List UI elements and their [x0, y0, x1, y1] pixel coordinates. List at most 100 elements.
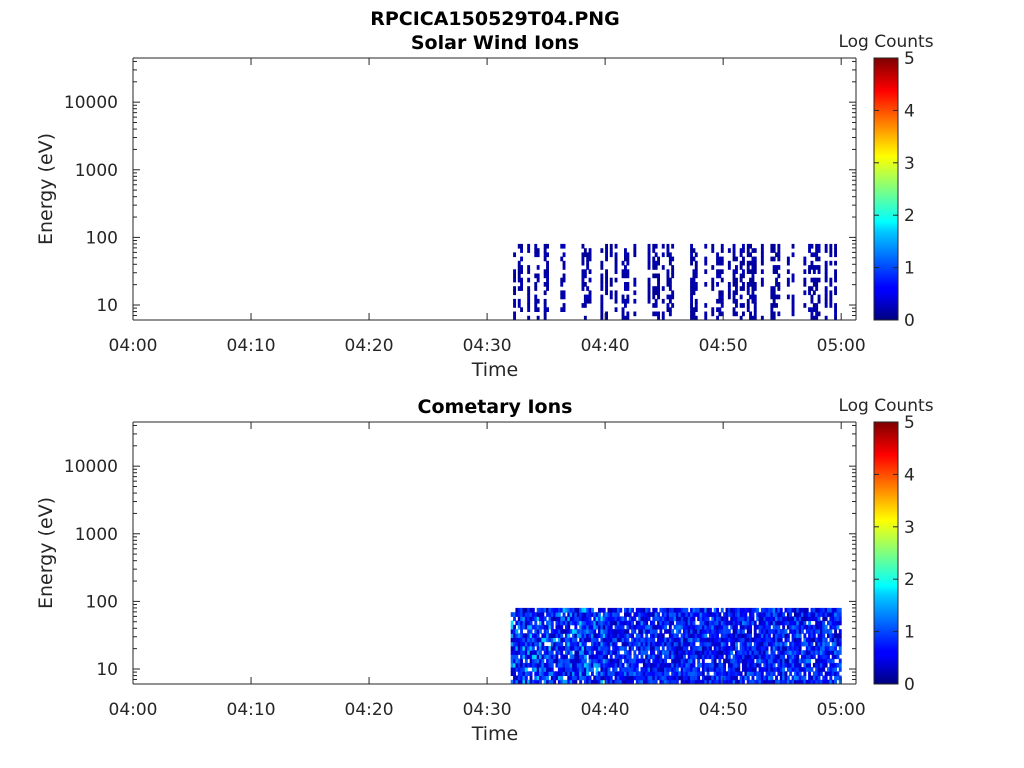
- spectrogram-cell: [690, 671, 693, 676]
- spectrogram-cell: [831, 646, 835, 651]
- spectrogram-cell: [645, 616, 649, 622]
- spectrogram-cell: [829, 650, 833, 655]
- spectrogram-cell: [515, 654, 519, 660]
- spectrogram-cell: [791, 679, 795, 685]
- spectrogram-cell: [553, 646, 557, 651]
- spectrogram-cell: [692, 311, 696, 317]
- spectrogram-cell: [633, 667, 637, 672]
- spectrogram-cell: [668, 282, 672, 287]
- spectrogram-cell: [690, 307, 693, 312]
- spectrogram-cell: [697, 646, 701, 651]
- spectrogram-cell: [527, 269, 531, 274]
- spectrogram-cell: [562, 671, 566, 676]
- spectrogram-cell: [612, 667, 616, 672]
- spectrogram-cell: [739, 679, 743, 685]
- spectrogram-cell: [723, 662, 726, 668]
- spectrogram-cell: [803, 679, 807, 685]
- spectrogram-cell: [609, 671, 613, 676]
- spectrogram-cell: [791, 633, 795, 638]
- spectrogram-cell: [794, 612, 797, 617]
- spectrogram-cell: [742, 616, 745, 622]
- spectrogram-cell: [607, 650, 611, 655]
- spectrogram-cell: [583, 675, 587, 681]
- spectrogram-cell: [718, 646, 722, 651]
- spectrogram-cell: [725, 646, 729, 651]
- spectrogram-cell: [763, 658, 767, 664]
- spectrogram-cell: [697, 633, 701, 638]
- spectrogram-cell: [612, 620, 616, 626]
- spectrogram-cell: [591, 667, 594, 672]
- spectrogram-cell: [626, 654, 630, 660]
- spectrogram-cell: [713, 633, 717, 638]
- spectrogram-cell: [687, 637, 691, 643]
- spectrogram-cell: [510, 658, 514, 664]
- spectrogram-cell: [829, 252, 833, 258]
- spectrogram-cell: [772, 294, 776, 300]
- spectrogram-cell: [772, 633, 776, 638]
- spectrogram-cell: [808, 629, 811, 634]
- spectrogram-cell: [527, 637, 531, 643]
- spectrogram-cell: [600, 641, 604, 647]
- spectrogram-cell: [583, 252, 587, 258]
- spectrogram-cell: [524, 662, 528, 668]
- spectrogram-cell: [560, 675, 564, 681]
- spectrogram-cell: [817, 629, 821, 634]
- spectrogram-cell: [716, 307, 719, 312]
- spectrogram-cell: [645, 624, 649, 630]
- spectrogram-cell: [560, 633, 564, 638]
- spectrogram-cell: [529, 650, 533, 655]
- spectrogram-cell: [588, 607, 592, 613]
- spectrogram-cell: [794, 679, 797, 685]
- spectrogram-cell: [626, 294, 630, 300]
- spectrogram-cell: [704, 667, 708, 672]
- spectrogram-cell: [520, 307, 523, 312]
- spectrogram-cell: [593, 624, 597, 630]
- spectrogram-cell: [746, 654, 750, 660]
- spectrogram-cell: [815, 307, 819, 312]
- spectrogram-cell: [834, 612, 837, 617]
- spectrogram-cell: [812, 290, 816, 296]
- spectrogram-cell: [753, 637, 757, 643]
- spectrogram-cell: [621, 675, 625, 681]
- spectrogram-cell: [527, 243, 531, 249]
- spectrogram-cell: [517, 624, 521, 630]
- spectrogram-cell: [718, 298, 722, 304]
- spectrogram-cell: [581, 624, 585, 630]
- spectrogram-cell: [775, 282, 778, 287]
- spectrogram-cell: [732, 616, 736, 622]
- spectrogram-cell: [581, 620, 585, 626]
- spectrogram-cell: [548, 624, 552, 630]
- spectrogram-cell: [824, 286, 828, 291]
- spectrogram-cell: [605, 620, 608, 626]
- spectrogram-cell: [711, 629, 715, 634]
- spectrogram-cell: [770, 612, 774, 617]
- spectrogram-cell: [704, 637, 708, 643]
- spectrogram-cell: [520, 616, 523, 622]
- spectrogram-cell: [829, 624, 833, 630]
- spectrogram-cell: [751, 637, 755, 643]
- spectrogram-cell: [621, 315, 625, 321]
- spectrogram-cell: [647, 256, 651, 262]
- spectrogram-cell: [586, 607, 590, 613]
- spectrogram-cell: [794, 641, 797, 647]
- spectrogram-cell: [574, 662, 578, 668]
- x-tick-label: 04:30: [463, 700, 512, 720]
- spectrogram-cell: [779, 607, 783, 613]
- spectrogram-cell: [546, 654, 549, 660]
- spectrogram-cell: [812, 315, 816, 321]
- spectrogram-cell: [751, 671, 755, 676]
- spectrogram-cell: [794, 658, 797, 664]
- spectrogram-cell: [527, 620, 531, 626]
- spectrogram-cell: [614, 679, 618, 685]
- spectrogram-cell: [515, 675, 519, 681]
- spectrogram-cell: [565, 633, 568, 638]
- spectrogram-cell: [668, 679, 672, 685]
- spectrogram-cell: [831, 616, 835, 622]
- spectrogram-cell: [605, 273, 608, 279]
- spectrogram-cell: [586, 650, 590, 655]
- spectrogram-cell: [810, 646, 814, 651]
- spectrogram-cell: [704, 620, 708, 626]
- spectrogram-cell: [735, 298, 738, 304]
- spectrogram-cell: [659, 633, 663, 638]
- spectrogram-cell: [683, 662, 686, 668]
